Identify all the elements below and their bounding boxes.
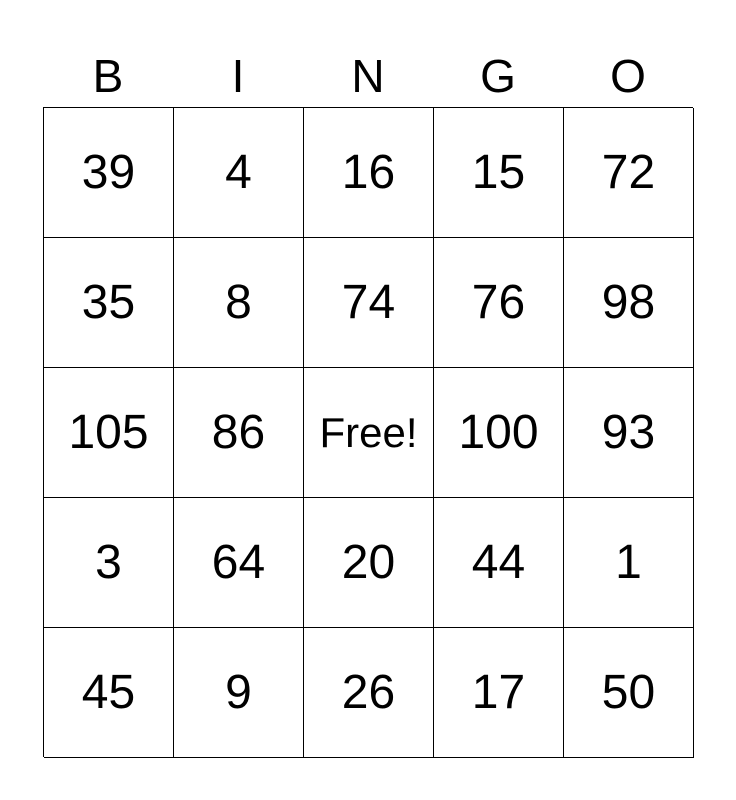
bingo-cell[interactable]: 15 xyxy=(434,108,564,238)
bingo-cell[interactable]: 35 xyxy=(44,238,174,368)
bingo-cell[interactable]: 100 xyxy=(434,368,564,498)
bingo-cell[interactable]: 86 xyxy=(174,368,304,498)
bingo-cell[interactable]: 1 xyxy=(564,498,694,628)
bingo-cell[interactable]: 45 xyxy=(44,628,174,758)
bingo-cell[interactable]: 105 xyxy=(44,368,174,498)
bingo-cell[interactable]: 3 xyxy=(44,498,174,628)
free-space-cell[interactable]: Free! xyxy=(304,368,434,498)
bingo-cell[interactable]: 76 xyxy=(434,238,564,368)
bingo-cell[interactable]: 50 xyxy=(564,628,694,758)
bingo-cell[interactable]: 39 xyxy=(44,108,174,238)
bingo-cell[interactable]: 74 xyxy=(304,238,434,368)
header-letter: I xyxy=(231,50,245,102)
header-letter: B xyxy=(92,50,124,102)
bingo-cell[interactable]: 4 xyxy=(174,108,304,238)
header-letter: G xyxy=(480,50,516,102)
header-letter: N xyxy=(351,50,385,102)
bingo-cell[interactable]: 20 xyxy=(304,498,434,628)
bingo-cell[interactable]: 44 xyxy=(434,498,564,628)
bingo-cell[interactable]: 72 xyxy=(564,108,694,238)
bingo-cell[interactable]: 93 xyxy=(564,368,694,498)
bingo-cell[interactable]: 9 xyxy=(174,628,304,758)
bingo-cell[interactable]: 98 xyxy=(564,238,694,368)
bingo-cell[interactable]: 16 xyxy=(304,108,434,238)
bingo-grid: 39 4 16 15 72 35 8 74 76 98 105 86 Free! 100 93 3 64 20 44… xyxy=(43,107,694,758)
bingo-cell[interactable]: 26 xyxy=(304,628,434,758)
bingo-cell[interactable]: 8 xyxy=(174,238,304,368)
header-letter: O xyxy=(610,50,646,102)
bingo-cell[interactable]: 17 xyxy=(434,628,564,758)
bingo-cell[interactable]: 64 xyxy=(174,498,304,628)
